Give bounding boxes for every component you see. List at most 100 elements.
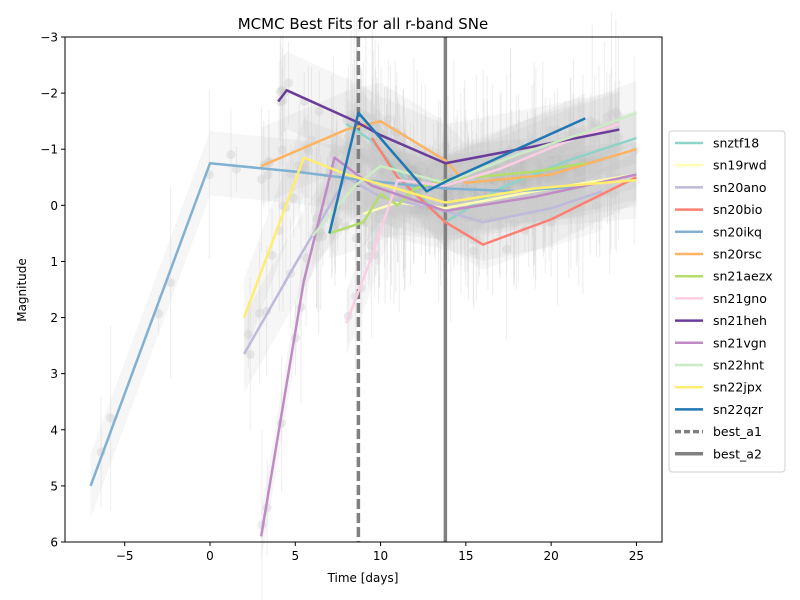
observation-point [398,204,408,214]
observation-point [476,181,486,191]
y-tick-label: 5 [50,479,58,493]
uncertainty-band [346,91,620,356]
observation-point [371,151,381,161]
observation-point [460,188,470,198]
y-tick-label: −1 [40,143,58,157]
series-line-sn20rsc [260,119,637,185]
y-tick-label: 2 [50,311,58,325]
observation-point [362,200,372,210]
x-tick-label: 0 [206,549,214,563]
series-line-sn20bio [370,137,637,246]
observation-point [434,167,444,177]
series-lines [89,89,637,537]
observation-point [314,106,324,116]
x-axis-label: Time [days] [327,571,399,585]
legend-label: best_a1 [713,424,762,439]
observation-point [367,113,377,123]
uncertainty-band [261,132,637,562]
observation-point [277,145,287,155]
y-axis: −3 −2 −1 0 1 2 3 4 5 6 [40,31,65,550]
uncertainty-band [346,98,637,248]
observation-point [611,107,621,117]
observation-point [106,413,116,423]
observation-point [450,191,460,201]
observation-point [434,171,444,181]
observation-point [590,118,600,128]
observation-point [566,168,576,178]
observation-point [574,187,584,197]
observation-point [389,204,399,214]
observation-point [607,109,617,119]
y-tick-label: 6 [50,536,58,550]
observation-point [571,187,581,197]
observation-point [416,164,426,174]
observation-point [613,132,623,142]
observation-point [430,168,440,178]
legend-label: sn20ikq [713,224,762,239]
observation-point [607,130,617,140]
observation-point [301,164,311,174]
series-line-sn21heh [277,89,620,165]
y-axis-label: Magnitude [15,258,29,322]
observation-point [566,172,576,182]
observation-point [590,134,600,144]
legend-label: sn21vgn [713,335,767,350]
observation-point [565,145,575,155]
observation-point [367,161,377,171]
observation-point [400,204,410,214]
observation-point [368,150,378,160]
observation-point [409,156,419,166]
y-tick-label: 1 [50,255,58,269]
legend-label: sn20ano [713,180,767,195]
legend-label: sn21heh [713,313,767,328]
observation-point [303,146,313,156]
observation-point [399,204,409,214]
x-tick-label: −5 [116,549,134,563]
uncertainty-band [329,138,586,259]
observation-point [602,112,612,122]
observation-point [529,159,539,169]
y-tick-label: −2 [40,87,58,101]
observation-point [469,246,479,256]
y-tick-label: 3 [50,367,58,381]
observation-point [289,193,299,203]
observation-point [284,78,294,88]
legend-label: snztf18 [713,136,759,151]
legend-label: sn22qzr [713,402,764,417]
legend-label: sn22jpx [713,380,762,395]
observation-point [360,217,370,227]
observation-point [256,174,266,184]
legend-label: sn20rsc [713,247,762,262]
observation-point [243,329,253,339]
observation-point [434,188,444,198]
observation-point [380,172,390,182]
observation-point [332,147,342,157]
series-line-sn22jpx [242,156,637,318]
uncertainty-band [312,80,637,269]
legend-label: sn19rwd [713,158,767,173]
observation-point [509,200,519,210]
observation-point [502,244,512,254]
uncertainty-band [372,112,637,270]
observation-point [226,150,236,160]
uncertainty-band [90,131,586,518]
series-line-sn20ikq [89,162,586,487]
series-line-sn21vgn [259,156,637,537]
y-tick-label: 4 [50,423,58,437]
observation-point [522,162,532,172]
observation-point [349,153,359,163]
x-tick-label: 10 [373,549,388,563]
series-line-sn20ano [243,176,603,355]
observation-point [433,171,443,181]
observation-point [542,156,552,166]
plot-frame [64,36,663,543]
observation-point [568,126,578,136]
observation-point [535,155,545,165]
observation-point [424,212,434,222]
observation-point [267,250,277,260]
observation-point [605,168,615,178]
observation-point [564,144,574,154]
observation-point [382,171,392,181]
observation-point [452,191,462,201]
